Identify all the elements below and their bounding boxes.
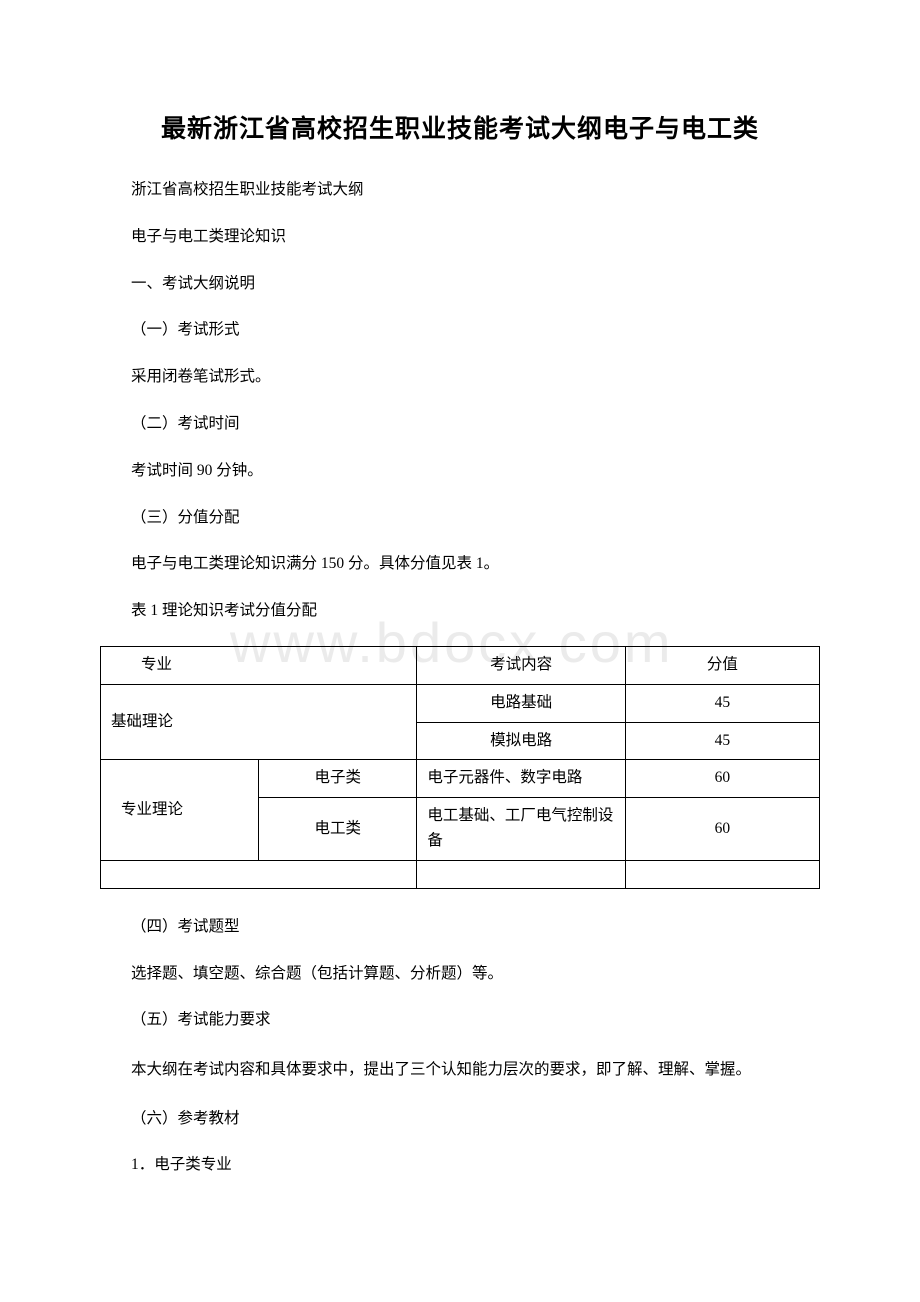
table-cell: 60 <box>625 798 819 861</box>
table-cell: 模拟电路 <box>417 722 626 760</box>
body-text-6: 1．电子类专业 <box>100 1153 820 1178</box>
subtitle-1: 浙江省高校招生职业技能考试大纲 <box>100 178 820 203</box>
table-header-cell: 专业 <box>101 646 417 684</box>
table-cell: 电工类 <box>259 798 417 861</box>
table-cell-empty <box>625 860 819 888</box>
table-cell: 电子类 <box>259 760 417 798</box>
table-cell: 60 <box>625 760 819 798</box>
subsection-2: （二）考试时间 <box>100 412 820 437</box>
body-text-2: 考试时间 90 分钟。 <box>100 459 820 484</box>
table-row: 专业理论 电子类 电子元器件、数字电路 60 <box>101 760 820 798</box>
table-cell: 电子元器件、数字电路 <box>417 760 626 798</box>
body-text-4: 选择题、填空题、综合题（包括计算题、分析题）等。 <box>100 962 820 987</box>
table-header-cell: 分值 <box>625 646 819 684</box>
table-row <box>101 860 820 888</box>
table-cell: 专业理论 <box>101 760 259 860</box>
subsection-3: （三）分值分配 <box>100 506 820 531</box>
score-table: 专业 考试内容 分值 基础理论 电路基础 45 模拟电路 45 专业理论 电子类… <box>100 646 820 889</box>
table-cell: 45 <box>625 722 819 760</box>
subsection-4: （四）考试题型 <box>100 915 820 940</box>
table-cell: 电工基础、工厂电气控制设备 <box>417 798 626 861</box>
table-cell-empty <box>101 860 417 888</box>
page-title: 最新浙江省高校招生职业技能考试大纲电子与电工类 <box>100 110 820 150</box>
section-heading-1: 一、考试大纲说明 <box>100 272 820 297</box>
subsection-6: （六）参考教材 <box>100 1107 820 1132</box>
subsection-1: （一）考试形式 <box>100 318 820 343</box>
table-row: 专业 考试内容 分值 <box>101 646 820 684</box>
subtitle-2: 电子与电工类理论知识 <box>100 225 820 250</box>
table-caption: 表 1 理论知识考试分值分配 <box>100 599 820 624</box>
body-text-1: 采用闭卷笔试形式。 <box>100 365 820 390</box>
subsection-5: （五）考试能力要求 <box>100 1008 820 1033</box>
table-cell: 45 <box>625 684 819 722</box>
table-cell-empty <box>417 860 626 888</box>
body-text-5: 本大纲在考试内容和具体要求中，提出了三个认知能力层次的要求，即了解、理解、掌握。 <box>100 1055 820 1084</box>
body-text-3: 电子与电工类理论知识满分 150 分。具体分值见表 1。 <box>100 552 820 577</box>
table-row: 基础理论 电路基础 45 <box>101 684 820 722</box>
table-cell: 基础理论 <box>101 684 417 760</box>
table-cell: 电路基础 <box>417 684 626 722</box>
table-header-cell: 考试内容 <box>417 646 626 684</box>
